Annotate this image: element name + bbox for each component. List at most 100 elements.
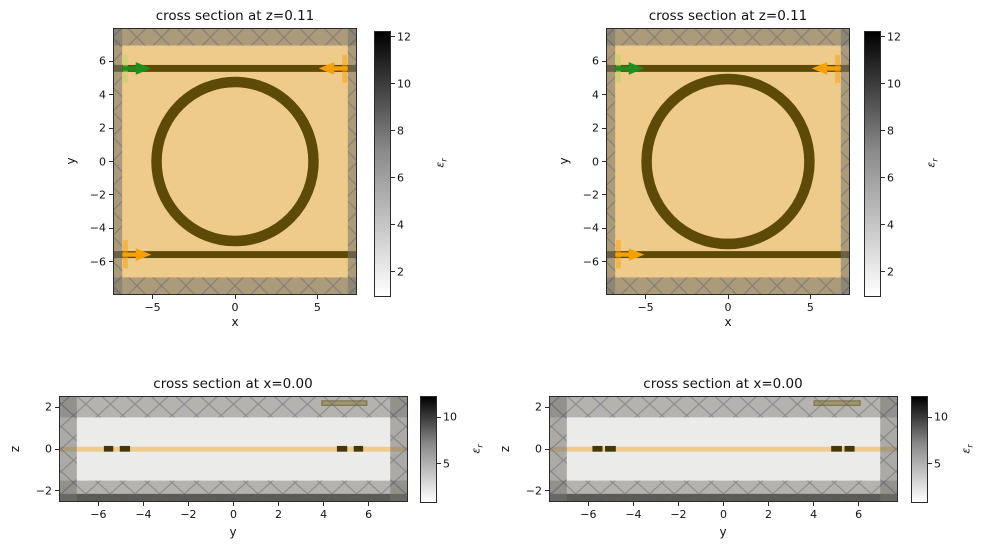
y-tick: [602, 261, 606, 263]
bus-waveguide: [607, 64, 849, 72]
x-tick-label: −2: [670, 508, 687, 521]
y-axis-label: y: [64, 157, 78, 165]
x-tick-label: 0: [724, 301, 732, 314]
x-tick: [723, 502, 724, 506]
x-tick-label: −5: [637, 301, 654, 314]
pml-hatch: [60, 397, 77, 501]
cross-section-plot: [607, 29, 849, 294]
x-axis-label: x: [231, 315, 239, 329]
colorbar-tick: [391, 83, 395, 85]
x-tick: [368, 502, 370, 506]
pml-hatch: [840, 29, 849, 294]
colorbar: [911, 396, 928, 503]
x-tick-label: 4: [320, 508, 328, 521]
y-tick-label: 4: [99, 88, 106, 102]
colorbar-tick-label: 10: [887, 77, 901, 91]
x-tick-label: 6: [855, 508, 863, 521]
ring-waveguide: [151, 76, 319, 247]
waveguide-cross-section: [831, 445, 842, 452]
colorbar-tick: [881, 83, 885, 85]
y-tick-label: −2: [89, 188, 106, 202]
x-tick: [768, 502, 770, 506]
y-tick: [109, 161, 113, 162]
y-tick: [55, 406, 59, 408]
panel-title: cross section at z=0.11: [155, 8, 315, 24]
colorbar-tick-label: 12: [397, 30, 411, 44]
x-tick: [187, 502, 189, 506]
pml-hatch: [550, 480, 897, 501]
colorbar-tick-label: 6: [397, 171, 404, 185]
y-axis-label: y: [557, 157, 571, 165]
colorbar-tick: [437, 416, 441, 418]
pml-hatch: [60, 480, 407, 501]
colorbar-tick: [881, 36, 885, 38]
pml-hatch: [114, 29, 123, 294]
pml-hatch: [550, 397, 897, 418]
y-tick: [109, 194, 113, 196]
y-tick-label: 2: [592, 121, 599, 135]
x-tick-label: −4: [625, 508, 642, 521]
y-tick: [602, 161, 606, 162]
cross-section-plot: [114, 29, 356, 294]
monitor-arrow: [811, 62, 841, 75]
colorbar-tick-label: 4: [887, 218, 894, 232]
colorbar: [864, 31, 881, 297]
panel-title: cross section at x=0.00: [153, 376, 313, 392]
x-tick-label: −6: [580, 508, 597, 521]
y-tick: [109, 261, 113, 263]
colorbar-tick-label: 2: [397, 265, 404, 279]
x-tick: [813, 502, 815, 506]
colorbar-tick-label: 4: [397, 218, 404, 232]
y-tick-label: 2: [535, 400, 542, 414]
monitor-arrow: [122, 248, 152, 261]
waveguide-cross-section: [119, 445, 131, 452]
pml-hatch: [607, 277, 849, 294]
y-tick-label: 0: [592, 155, 599, 168]
y-tick: [109, 127, 113, 129]
y-tick-label: 2: [99, 121, 106, 135]
x-tick-label: 0: [231, 301, 239, 314]
waveguide-cross-section: [844, 445, 855, 452]
y-tick: [109, 227, 113, 229]
plot-axes: [549, 396, 898, 502]
plot-axes: [59, 396, 408, 502]
source-arrow: [122, 62, 152, 75]
y-tick-label: −2: [582, 188, 599, 202]
monitor-arrow: [318, 62, 348, 75]
ring-waveguide: [641, 73, 815, 250]
x-tick: [632, 502, 634, 506]
y-tick: [602, 227, 606, 229]
pml-hatch: [114, 277, 356, 294]
slab-layer: [550, 446, 897, 452]
colorbar-tick: [437, 463, 441, 465]
colorbar-tick: [391, 224, 395, 226]
x-tick: [677, 502, 679, 506]
x-axis-label: x: [724, 315, 732, 329]
y-tick-label: −2: [525, 484, 542, 498]
bus-waveguide: [114, 64, 356, 72]
y-axis-label: z: [498, 445, 512, 453]
x-tick-label: 2: [765, 508, 773, 521]
waveguide-cross-section: [592, 445, 603, 452]
colorbar-tick: [391, 36, 395, 38]
colorbar-tick-label: 10: [397, 77, 411, 91]
source-arrow: [615, 62, 645, 75]
x-tick: [727, 295, 729, 299]
colorbar-label: εr: [469, 444, 485, 454]
x-tick-label: −5: [144, 301, 161, 314]
x-tick: [142, 502, 144, 506]
y-tick: [55, 490, 59, 492]
colorbar-tick: [881, 224, 885, 226]
y-tick-label: 4: [592, 88, 599, 102]
y-tick-label: 0: [535, 442, 542, 456]
colorbar-label: εr: [959, 444, 975, 454]
colorbar-tick-label: 12: [887, 30, 901, 44]
colorbar-tick-label: 5: [443, 457, 450, 471]
pml-hatch: [550, 397, 567, 501]
colorbar-label: εr: [924, 158, 940, 168]
x-tick-label: 5: [806, 301, 814, 314]
x-tick: [587, 502, 589, 506]
waveguide-cross-section: [605, 445, 616, 452]
x-tick: [97, 502, 99, 506]
pml-hatch: [607, 29, 849, 46]
